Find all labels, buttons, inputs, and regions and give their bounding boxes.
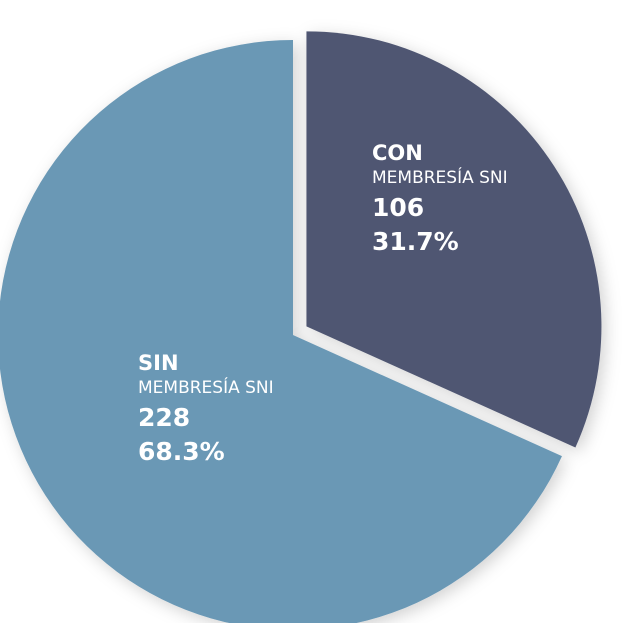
slice-category: CON — [372, 141, 423, 165]
pie — [0, 31, 602, 623]
slice-subtitle: MEMBRESÍA SNI — [372, 166, 508, 188]
slice-percentage: 31.7% — [372, 227, 459, 256]
pie-slice — [0, 40, 562, 623]
slice-subtitle: MEMBRESÍA SNI — [138, 376, 274, 398]
slice-value: 106 — [372, 193, 424, 222]
pie-slice — [306, 31, 602, 448]
slice-category: SIN — [138, 351, 179, 375]
slice-percentage: 68.3% — [138, 437, 225, 466]
slice-value: 228 — [138, 403, 190, 432]
